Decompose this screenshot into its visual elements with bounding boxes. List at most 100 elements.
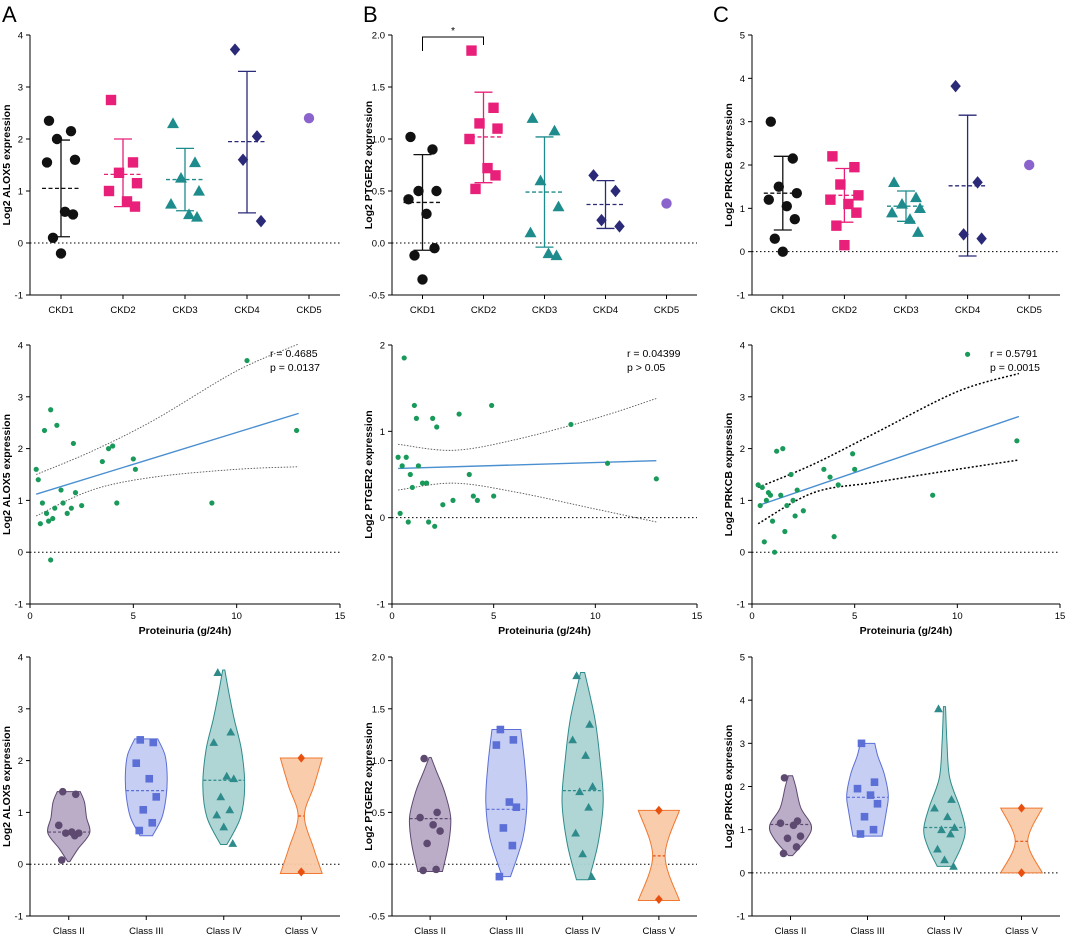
data-point [136,736,145,744]
data-point [401,355,407,361]
y-tick-label: 1.5 [372,704,385,715]
data-point [189,156,201,168]
x-axis-label: Proteinuria (g/24h) [860,625,953,637]
data-point [167,117,179,129]
group-ckd1 [403,131,442,285]
data-point [127,157,139,168]
data-point [67,209,79,220]
data-point [910,191,922,203]
x-tick-label: CKD4 [593,305,618,316]
group-ckd2 [825,151,864,251]
x-tick-label: Class III [129,926,163,936]
data-point [943,812,952,821]
data-point [831,220,842,231]
data-point [470,183,481,195]
data-point [765,116,776,127]
data-point [54,422,60,428]
data-point [792,843,801,851]
x-tick-label: CKD4 [955,305,980,316]
data-point [784,502,790,509]
data-point [432,523,438,529]
y-tick-label: -1 [737,912,745,923]
data-point [860,812,869,821]
y-tick-label: -1 [15,291,23,302]
data-point [50,515,56,522]
data-point [661,198,672,209]
violin-body [47,791,91,863]
panel-letter-c: C [713,2,729,27]
data-point [763,497,769,503]
data-point [237,153,249,167]
data-point [43,510,50,516]
data-point [653,476,659,482]
x-tick-label: CKD2 [832,305,857,316]
data-point [430,415,436,421]
data-point [914,202,926,214]
violin-class-ii [768,774,813,858]
x-tick-label: CKD1 [48,305,73,316]
data-point [552,200,565,212]
data-point [427,144,438,155]
data-point [148,818,157,827]
data-point [47,232,59,243]
y-axis-label: Log2 PTGER2 expression [363,410,375,538]
x-tick-label: Class III [489,926,523,936]
plot-B-bot: -0.5 0.0 0.5 1.0 1.5 2.0 Log2 PTGER2 expressio… [363,653,697,936]
data-point [407,471,413,478]
x-tick-label: 0 [749,611,754,622]
data-point [110,443,116,449]
data-point [225,805,235,814]
group-ckd4 [948,79,987,257]
data-point [769,233,780,244]
data-point [489,402,495,409]
data-point [403,454,409,460]
y-tick-label: 1 [740,204,745,215]
data-point [831,534,837,540]
data-point [588,782,597,790]
data-point [71,790,80,799]
data-point [420,754,428,763]
data-point [213,668,223,676]
confidence-band-lower [36,466,299,517]
confidence-band-upper [757,372,1020,489]
group-ckd1 [763,116,802,257]
data-point [780,446,786,452]
data-point [255,214,267,228]
y-axis-label: Log2 ALOX5 expression [1,414,13,535]
data-point [491,493,497,499]
data-point [482,162,493,174]
y-tick-label: -1 [15,912,23,923]
data-point [526,112,539,123]
plot-A-bot: -1 0 1 2 3 4 Log2 ALOX5 expression Class II Clas… [1,653,340,936]
data-point [403,194,414,205]
data-point [464,133,475,145]
data-point [835,482,841,488]
data-point [548,124,561,136]
data-point [70,440,76,447]
y-tick-label: -1 [737,291,745,302]
data-point [866,791,875,799]
correlation-p: p = 0.0015 [990,362,1040,374]
data-point [776,819,785,827]
data-point [572,671,581,680]
data-point [950,823,959,831]
data-point [588,169,599,182]
data-point [821,466,827,472]
data-point [416,813,424,822]
y-tick-label: 0 [740,247,745,258]
group-ckd3 [886,176,926,237]
plot-A-mid: -1 0 1 2 3 4 Log2 ALOX5 expression 0 5 10 15 Protei… [1,341,345,638]
confidence-band-upper [398,398,657,451]
data-point [571,828,580,837]
y-tick-label: 2 [18,135,23,146]
data-point [99,458,105,465]
y-tick-label: 5 [740,653,745,664]
data-point [490,170,501,181]
data-point [58,787,67,796]
x-tick-label: CKD2 [110,305,135,316]
data-point [228,839,238,847]
data-point [950,79,961,93]
data-point [790,497,796,503]
data-point [896,198,908,209]
